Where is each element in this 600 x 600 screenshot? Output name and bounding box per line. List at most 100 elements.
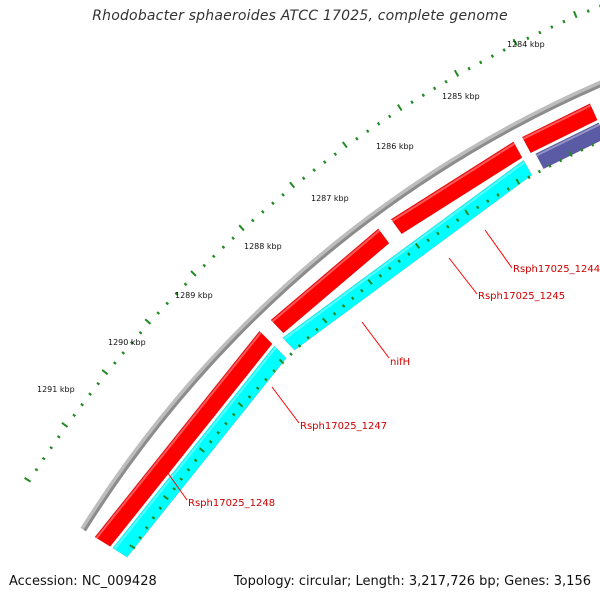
inner-tick — [350, 296, 355, 301]
kbp-label: 1287 kbp — [311, 194, 349, 203]
inner-tick — [445, 224, 450, 229]
kbp-label: 1290 kbp — [108, 338, 146, 347]
inner-tick — [198, 447, 205, 453]
outer-tick — [96, 381, 101, 386]
kbp-label: 1286 kbp — [376, 142, 414, 151]
outer-tick — [453, 69, 460, 77]
outer-tick — [301, 176, 306, 181]
outer-tick — [88, 392, 92, 396]
outer-tick — [341, 141, 348, 149]
outer-tick — [490, 54, 495, 59]
callout-line — [271, 386, 300, 424]
outer-tick — [512, 38, 518, 46]
callout-line — [484, 229, 513, 269]
inner-tick — [378, 273, 383, 278]
outer-tick — [156, 311, 161, 315]
inner-tick — [360, 288, 364, 293]
outer-tick — [410, 100, 414, 105]
outer-tick — [355, 136, 359, 141]
gene-1247b-fwd — [270, 228, 390, 334]
inner-tick — [580, 148, 584, 152]
inner-tick — [186, 467, 191, 472]
outer-tick — [526, 36, 530, 41]
gene-label: Rsph17025_1248 — [188, 498, 275, 509]
forward-strand-genes — [94, 103, 598, 547]
inner-tick — [527, 175, 531, 180]
inner-tick — [407, 252, 411, 256]
inner-tick — [548, 164, 552, 168]
inner-tick — [537, 169, 542, 174]
outer-tick — [49, 446, 54, 450]
gene-1246 — [521, 103, 598, 154]
outer-tick — [586, 9, 590, 13]
outer-tick — [421, 93, 426, 98]
outer-tick — [190, 270, 197, 277]
inner-tick — [278, 358, 285, 365]
gene-callouts: Rsph17025_1244 Rsph17025_1245 nifH Rsph1702… — [159, 229, 600, 509]
inner-tick — [272, 369, 276, 373]
outer-tick — [221, 245, 226, 250]
outer-tick — [333, 152, 338, 157]
kbp-label: 1285 kbp — [442, 92, 480, 101]
outer-tick — [467, 66, 471, 71]
inner-tick — [306, 335, 311, 340]
outer-tick — [572, 10, 578, 19]
outer-tick — [231, 236, 235, 241]
inner-tick — [172, 487, 176, 491]
outer-tick — [138, 330, 143, 335]
inner-tick — [138, 535, 143, 540]
outer-tick — [72, 413, 77, 418]
inner-tick — [129, 544, 136, 550]
inner-tick — [224, 421, 228, 426]
inner-tick — [568, 150, 573, 157]
gene-1247-fwd — [390, 141, 523, 235]
outer-tick — [250, 218, 255, 223]
inner-tick — [464, 209, 470, 216]
outer-tick — [432, 86, 437, 91]
outer-tick — [550, 25, 554, 29]
outer-tick — [174, 291, 179, 296]
inner-tick — [151, 516, 156, 520]
inner-tick — [590, 143, 595, 147]
outer-tick — [41, 456, 46, 461]
outer-tick — [202, 263, 207, 268]
outer-tick — [376, 121, 381, 126]
gene-label: nifH — [390, 357, 410, 368]
inner-tick — [247, 395, 252, 399]
inner-tick — [496, 193, 500, 197]
callout-line — [448, 257, 478, 295]
kbp-label: 1291 kbp — [37, 385, 75, 394]
backbone-shadow — [80, 80, 600, 532]
outer-tick — [322, 160, 327, 164]
inner-tick — [455, 218, 460, 223]
reverse-strand-genes — [112, 122, 600, 558]
inner-tick — [332, 311, 337, 316]
outer-tick — [80, 402, 84, 407]
inner-tick — [264, 377, 268, 382]
inner-tick — [341, 304, 346, 308]
inner-tick — [162, 494, 169, 501]
outer-tick — [24, 477, 32, 483]
outer-tick — [444, 79, 448, 84]
outer-tick — [281, 192, 285, 197]
map-title: Rhodobacter sphaeroides ATCC 17025, comp… — [92, 8, 508, 24]
gene-label: Rsph17025_1245 — [478, 291, 565, 302]
inner-tick — [506, 187, 510, 191]
inner-tick — [436, 231, 440, 236]
outer-tick — [562, 19, 566, 24]
outer-tick — [479, 60, 483, 65]
outer-tick — [61, 421, 69, 428]
inner-tick — [414, 242, 421, 249]
outer-tick — [538, 30, 542, 35]
kbp-label: 1288 kbp — [244, 242, 282, 251]
kbp-label: 1284 kbp — [507, 40, 545, 49]
inner-tick — [179, 477, 184, 481]
outer-tick — [101, 369, 109, 376]
gene-1248 — [112, 345, 287, 558]
gene-1247-shine — [283, 161, 526, 341]
gene-label: Rsph17025_1247 — [300, 421, 387, 432]
outer-tick — [56, 435, 61, 439]
inner-tick — [193, 458, 198, 463]
inner-tick — [475, 205, 480, 210]
